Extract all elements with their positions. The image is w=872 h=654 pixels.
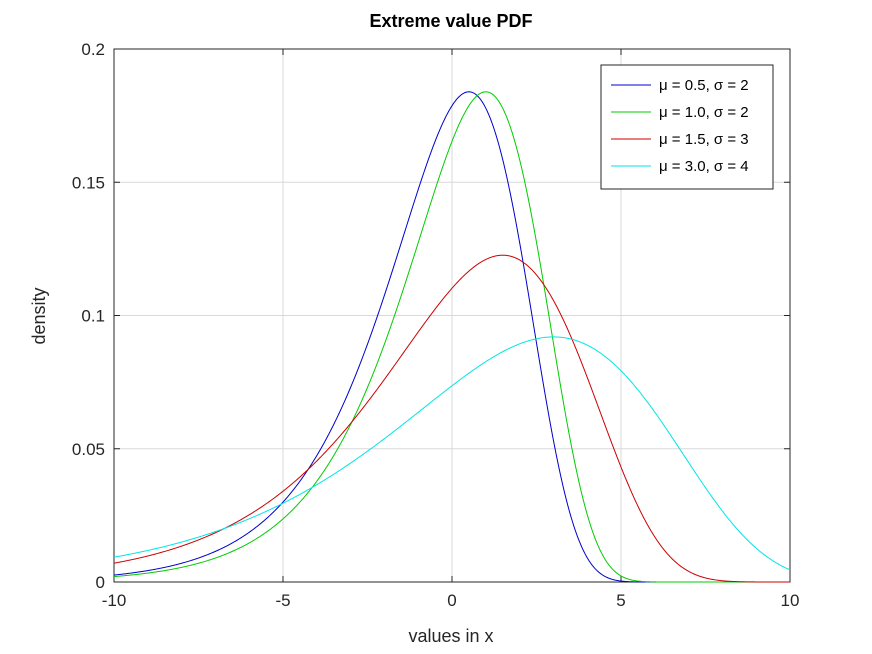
x-tick-label: -10 (102, 591, 127, 610)
series-lines (113, 91, 791, 583)
series-line-4 (113, 336, 791, 571)
x-tick-label: 10 (781, 591, 800, 610)
x-tick-label: 0 (447, 591, 456, 610)
y-tick-label: 0.15 (72, 173, 105, 192)
series-line-2 (113, 91, 790, 583)
x-tick-label: -5 (275, 591, 290, 610)
x-axis-label: values in x (408, 626, 493, 646)
y-tick-label: 0.1 (81, 307, 105, 326)
legend-label-3: μ = 1.5, σ = 3 (659, 131, 749, 148)
legend-label-2: μ = 1.0, σ = 2 (659, 104, 749, 121)
legend-label-4: μ = 3.0, σ = 4 (659, 158, 749, 175)
y-axis-label: density (29, 287, 49, 344)
legend-box (600, 64, 774, 190)
y-tick-label: 0 (96, 573, 105, 592)
x-tick-label: 5 (616, 591, 625, 610)
chart-title: Extreme value PDF (369, 11, 532, 31)
legend: μ = 0.5, σ = 2 μ = 1.0, σ = 2 μ = 1.5, σ =… (600, 64, 774, 190)
y-tick-label: 0.05 (72, 440, 105, 459)
axis-ticks: -10 -5 0 5 10 0 0.05 0.1 0.15 0.2 (72, 40, 800, 610)
legend-label-1: μ = 0.5, σ = 2 (659, 77, 749, 94)
y-tick-label: 0.2 (81, 40, 105, 59)
